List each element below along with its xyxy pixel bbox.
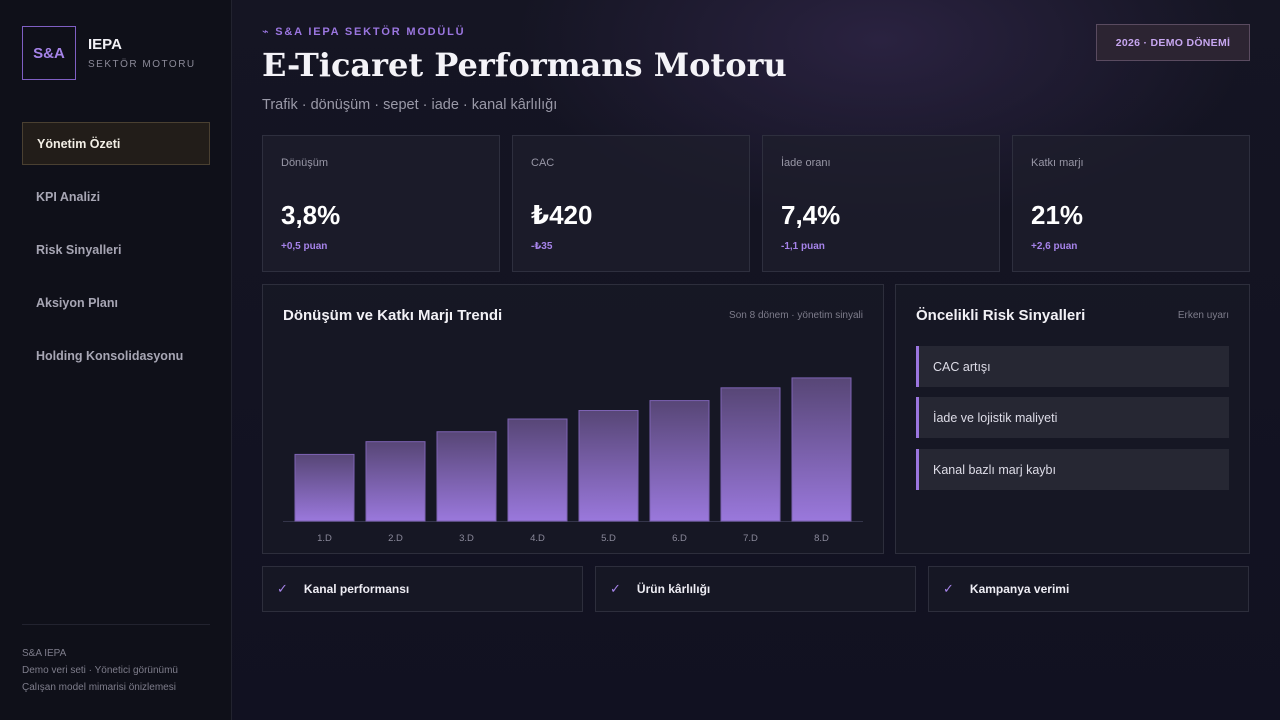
chart-bar-6.D[interactable] (649, 400, 710, 522)
kpi-value: ₺420 (531, 200, 593, 230)
risk-panel: Öncelikli Risk Sinyalleri Erken uyarı CA… (895, 284, 1250, 554)
page-title: E-Ticaret Performans Motoru (262, 46, 787, 84)
kpi-label: CAC (531, 157, 555, 169)
nav-item-aksiyon-plani[interactable]: Aksiyon Planı (36, 295, 118, 310)
chart-bar-3.D[interactable] (436, 431, 497, 522)
chart-bar-8.D[interactable] (791, 377, 852, 522)
kpi-label: Dönüşüm (281, 157, 329, 169)
nav-item-kpi-analizi[interactable]: KPI Analizi (36, 189, 101, 204)
brand-logo[interactable]: S&A (22, 26, 76, 80)
nav-item-yonetim-ozeti[interactable]: Yönetim Özeti (22, 122, 210, 165)
x-tick-label: 4.D (530, 533, 545, 544)
kpi-card-iade-orani[interactable]: İade oranı 7,4% -1,1 puan (762, 135, 1000, 272)
risk-panel-title: Öncelikli Risk Sinyalleri (916, 307, 1086, 324)
chip-label: Ürün kârlılığı (636, 582, 711, 596)
chart-bar-2.D[interactable] (365, 441, 426, 522)
kpi-label: Katkı marjı (1031, 157, 1084, 169)
kpi-card-katki-marji[interactable]: Katkı marjı 21% +2,6 puan (1012, 135, 1250, 272)
kpi-label: İade oranı (781, 157, 831, 169)
x-tick-label: 3.D (459, 533, 474, 544)
x-tick-label: 6.D (672, 533, 687, 544)
check-icon: ✓ (610, 581, 621, 596)
risk-item[interactable]: CAC artışı (916, 346, 1229, 387)
sidebar-footer: S&A IEPA Demo veri seti · Yönetici görün… (22, 624, 210, 696)
x-tick-label: 8.D (814, 533, 829, 544)
kpi-delta: -₺35 (531, 241, 553, 252)
chart-bar-4.D[interactable] (507, 418, 568, 522)
kpi-value: 3,8% (281, 200, 341, 230)
trend-bar-chart: 1.D 2.D 3.D 4.D 5.D 6.D 7.D 8.D (283, 377, 863, 544)
trend-panel: Dönüşüm ve Katkı Marjı Trendi Son 8 döne… (262, 284, 884, 554)
x-tick-label: 1.D (317, 533, 332, 544)
trend-panel-title: Dönüşüm ve Katkı Marjı Trendi (283, 307, 503, 324)
kpi-delta: -1,1 puan (781, 241, 825, 252)
chip-label: Kampanya verimi (969, 582, 1070, 596)
chart-bar-1.D[interactable] (294, 453, 355, 522)
footer-line: Çalışan model mimarisi önizlemesi (22, 682, 176, 693)
footer-line: S&A IEPA (22, 648, 67, 659)
x-tick-label: 7.D (743, 533, 758, 544)
check-icon: ✓ (277, 581, 288, 596)
kpi-value: 21% (1031, 200, 1084, 230)
risk-item[interactable]: Kanal bazlı marj kaybı (916, 449, 1229, 490)
sidebar: S&A IEPA SEKTÖR MOTORU Yönetim Özeti KPI… (0, 0, 232, 720)
nav-item-risk-sinyalleri[interactable]: Risk Sinyalleri (36, 242, 122, 257)
focus-chip-kampanya-verimi[interactable]: ✓ Kampanya verimi (928, 566, 1249, 612)
kpi-cards: Dönüşüm 3,8% +0,5 puan CAC ₺420 -₺35 İad… (262, 135, 1250, 272)
brand: S&A IEPA SEKTÖR MOTORU (22, 26, 196, 80)
risk-panel-note: Erken uyarı (1177, 310, 1229, 321)
nav-item-holding-konsolidasyonu[interactable]: Holding Konsolidasyonu (36, 348, 184, 363)
module-kicker: ⌁ S&A IEPA SEKTÖR MODÜLÜ (262, 26, 466, 38)
footer-line: Demo veri seti · Yönetici görünümü (22, 665, 178, 676)
kpi-card-donusum[interactable]: Dönüşüm 3,8% +0,5 puan (262, 135, 500, 272)
chart-bar-5.D[interactable] (578, 410, 639, 522)
brand-title: IEPA (88, 36, 122, 53)
focus-chip-kanal-performansi[interactable]: ✓ Kanal performansı (262, 566, 583, 612)
focus-chip-urun-karliligi[interactable]: ✓ Ürün kârlılığı (595, 566, 916, 612)
kpi-card-cac[interactable]: CAC ₺420 -₺35 (512, 135, 750, 272)
kpi-delta: +2,6 puan (1031, 241, 1078, 252)
x-tick-label: 5.D (601, 533, 616, 544)
check-icon: ✓ (943, 581, 954, 596)
chip-label: Kanal performansı (303, 582, 410, 596)
period-badge[interactable]: 2026 · DEMO DÖNEMİ (1096, 24, 1250, 61)
chart-bar-7.D[interactable] (720, 387, 781, 522)
trend-panel-note: Son 8 dönem · yönetim sinyali (729, 310, 863, 321)
kpi-value: 7,4% (781, 200, 841, 230)
kpi-delta: +0,5 puan (281, 241, 328, 252)
x-tick-label: 2.D (388, 533, 403, 544)
risk-item[interactable]: İade ve lojistik maliyeti (916, 397, 1229, 438)
sidebar-nav: Yönetim Özeti KPI Analizi Risk Sinyaller… (22, 122, 210, 387)
page-subtitle: Trafik · dönüşüm · sepet · iade · kanal … (262, 97, 558, 113)
brand-subtitle: SEKTÖR MOTORU (88, 59, 196, 70)
